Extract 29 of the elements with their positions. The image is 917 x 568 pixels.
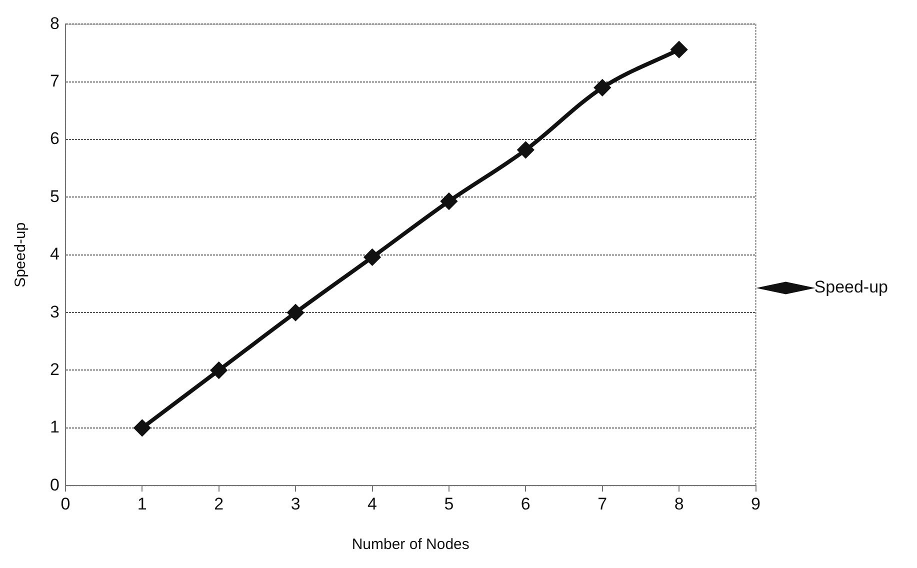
- x-tick-label: 3: [290, 494, 300, 514]
- point: [288, 304, 304, 321]
- x-tick-label: 5: [444, 494, 454, 514]
- y-tick-label: 0: [50, 475, 60, 494]
- legend-label: Speed-up: [814, 278, 888, 297]
- y-tick-label: 1: [50, 418, 60, 437]
- y-tick-label: 8: [50, 14, 60, 33]
- point: [594, 80, 610, 96]
- x-tick-label: 8: [674, 494, 684, 514]
- point: [134, 420, 150, 436]
- y-tick-label: 4: [50, 244, 60, 264]
- x-tick-label: 1: [137, 494, 147, 514]
- y-axis-title: Speed-up: [12, 222, 30, 288]
- x-tick-label: 2: [214, 494, 224, 514]
- y-tick-label: 3: [50, 302, 60, 322]
- point: [364, 249, 380, 266]
- x-tick-label: 6: [520, 494, 530, 514]
- x-tick-label: 7: [598, 494, 608, 514]
- x-tick-label: 4: [368, 494, 377, 514]
- y-tick-label: 5: [50, 186, 60, 206]
- y-tick-label: 7: [50, 72, 60, 91]
- point: [440, 193, 457, 210]
- point: [518, 142, 534, 158]
- y-tick-label: 2: [50, 360, 60, 379]
- x-tick-label: 9: [751, 494, 761, 514]
- point: [671, 42, 688, 58]
- x-axis-title: Number of Nodes: [352, 536, 470, 554]
- y-tick-label: 6: [50, 129, 60, 148]
- point: [210, 362, 227, 378]
